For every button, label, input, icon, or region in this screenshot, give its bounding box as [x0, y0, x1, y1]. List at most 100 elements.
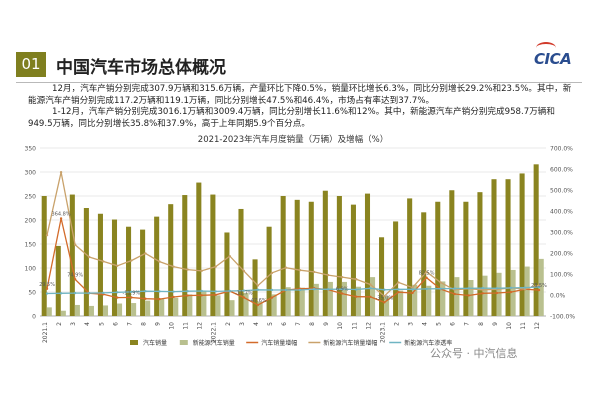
bar-nev-sales	[46, 307, 52, 316]
x-tick-label: 4	[84, 322, 91, 326]
bar-nev-sales	[257, 301, 263, 316]
line-point-2	[383, 301, 386, 304]
line-point-4	[186, 290, 189, 293]
line-point-4	[537, 285, 541, 289]
line-point-3	[326, 273, 330, 277]
x-tick-label: 7	[464, 322, 471, 326]
bar-vehicle-sales	[55, 245, 61, 316]
bar-nev-sales	[426, 285, 432, 316]
line-point-2	[397, 290, 400, 294]
x-tick-label: 11	[520, 322, 527, 330]
line-point-4	[116, 291, 119, 294]
bar-nev-sales	[496, 272, 502, 316]
left-tick-label: 0	[32, 314, 36, 321]
bar-vehicle-sales	[154, 216, 160, 316]
line-point-2	[270, 296, 274, 299]
line-point-2	[144, 297, 147, 300]
x-tick-label: 11	[351, 322, 358, 330]
bar-vehicle-sales	[111, 219, 118, 316]
x-tick-label: 3	[407, 322, 414, 326]
line-point-4	[228, 289, 231, 293]
right-tick-label: 600.0%	[550, 167, 573, 174]
x-tick-label: 9	[154, 322, 161, 326]
x-tick-label: 7	[295, 322, 302, 326]
line-point-4	[509, 286, 513, 290]
line-point-3	[116, 264, 119, 268]
bar-nev-sales	[285, 287, 291, 316]
bar-vehicle-sales	[322, 190, 328, 316]
x-tick-label: 2	[225, 322, 232, 326]
line-point-4	[312, 287, 316, 291]
line-point-4	[397, 288, 400, 291]
line-point-2	[256, 303, 260, 307]
data-label: 82.5%	[419, 271, 435, 277]
line-point-3	[102, 260, 105, 263]
line-point-2	[411, 291, 414, 295]
bar-nev-sales	[510, 269, 516, 316]
line-point-3	[537, 284, 541, 287]
x-tick-label: 9	[323, 322, 330, 326]
data-label: 23.5%	[531, 283, 547, 289]
bar-vehicle-sales	[336, 196, 342, 316]
bar-vehicle-sales	[505, 179, 511, 316]
bar-vehicle-sales	[477, 192, 483, 316]
data-label: 29.5%	[39, 282, 55, 288]
bar-nev-sales	[313, 283, 319, 316]
line-point-4	[453, 287, 456, 290]
bar-vehicle-sales	[379, 237, 385, 316]
line-point-2	[59, 217, 63, 220]
bar-nev-sales	[271, 294, 277, 316]
line-point-4	[383, 288, 386, 291]
bar-vehicle-sales	[519, 173, 525, 316]
line-point-2	[186, 294, 189, 297]
bar-vehicle-sales	[41, 196, 47, 316]
legend-entry: 新能源汽车销量	[193, 339, 235, 347]
line-point-4	[439, 287, 442, 290]
bar-vehicle-sales	[266, 226, 272, 316]
data-label: -11.7%	[235, 290, 253, 296]
bar-nev-sales	[398, 290, 404, 316]
line-point-2	[537, 288, 541, 292]
line-point-2	[369, 295, 372, 298]
bar-vehicle-sales	[140, 229, 146, 316]
right-tick-label: 300.0%	[550, 230, 573, 237]
legend-entry: 汽车销量增幅	[261, 339, 297, 347]
line-point-4	[214, 290, 217, 293]
x-tick-label: 3	[239, 322, 246, 326]
line-point-3	[340, 275, 344, 279]
line-point-4	[172, 290, 175, 293]
data-label: -11.9%	[123, 290, 141, 296]
bar-vehicle-sales	[435, 201, 441, 316]
bar-nev-sales	[355, 286, 362, 316]
line-point-3	[383, 294, 386, 298]
line-series-3	[46, 172, 540, 297]
line-point-2	[200, 294, 203, 297]
data-label: 74.9%	[67, 272, 83, 278]
line-point-2	[425, 276, 428, 279]
line-point-3	[87, 255, 91, 259]
line-point-2	[481, 292, 484, 295]
bar-nev-sales	[131, 303, 137, 316]
data-label: -47.6%	[249, 298, 267, 304]
x-tick-label: 10	[169, 322, 176, 330]
bar-nev-sales	[215, 295, 221, 316]
x-tick-label: 2022.1	[211, 322, 218, 343]
data-label: -35.0%	[376, 295, 394, 301]
bar-nev-sales	[440, 281, 446, 316]
bar-nev-sales	[243, 292, 249, 316]
line-point-3	[130, 259, 133, 262]
bar-nev-sales	[370, 277, 376, 316]
bar-nev-sales	[454, 277, 460, 316]
bar-vehicle-sales	[69, 194, 75, 316]
line-point-4	[284, 288, 288, 292]
bar-vehicle-sales	[393, 221, 399, 316]
line-point-4	[87, 291, 91, 295]
line-point-3	[256, 284, 260, 287]
bar-vehicle-sales	[97, 213, 103, 316]
x-tick-label: 12	[365, 322, 372, 330]
bar-vehicle-sales	[449, 190, 455, 316]
line-point-4	[256, 288, 260, 291]
bar-nev-sales	[299, 287, 305, 316]
legend-entry: 新能源汽车渗透率	[404, 339, 452, 347]
